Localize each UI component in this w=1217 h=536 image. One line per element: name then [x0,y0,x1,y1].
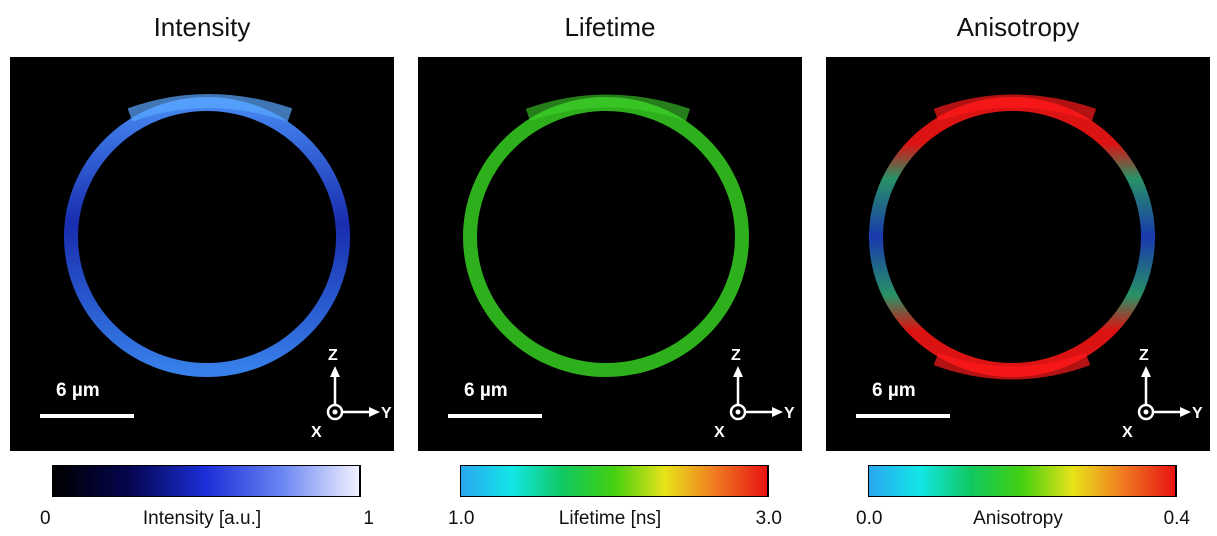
x-axis-label: X [1122,424,1133,441]
lifetime-image: Z Y X 6 µm [418,57,802,451]
scale-bar [448,414,542,418]
intensity-image: Z Y X 6 µm [10,57,394,451]
lifetime-colorbar [460,465,769,497]
panel-title: Intensity [153,12,251,42]
x-axis-label: X [311,424,322,441]
membrane-ring [869,97,1155,377]
colorbar-title: Intensity [a.u.] [142,508,262,529]
colorbar-min: 0 [40,508,51,529]
z-axis-label: Z [1139,347,1149,364]
scale-bar-label: 6 µm [56,380,100,401]
colorbar-title: Anisotropy [973,508,1063,529]
colorbar-title: Lifetime [ns] [558,508,662,529]
anisotropy-colorbar [868,465,1177,497]
scale-bar [856,414,950,418]
membrane-ring [64,97,350,377]
intensity-panel: Intensity [10,0,394,536]
colorbar-labels: 0 Intensity [a.u.] 1 [10,508,394,532]
colorbar-max: 0.4 [1163,508,1190,529]
scale-bar-label: 6 µm [872,380,916,401]
colorbar-labels: 1.0 Lifetime [ns] 3.0 [418,508,802,532]
colorbar-min: 0.0 [856,508,883,529]
scale-bar [40,414,134,418]
colorbar-max: 1 [363,508,374,529]
colorbar-min: 1.0 [448,508,475,529]
axis-indicator [729,366,783,421]
anisotropy-image: Z Y X 6 µm [826,57,1210,451]
lifetime-panel: Lifetime Z Y X 6 µm 1 [418,0,802,536]
y-axis-label: Y [784,405,795,422]
z-axis-label: Z [328,347,338,364]
y-axis-label: Y [381,405,392,422]
x-axis-label: X [714,424,725,441]
axis-indicator [326,366,380,421]
panel-title: Anisotropy [956,12,1080,42]
z-axis-label: Z [731,347,741,364]
scale-bar-label: 6 µm [464,380,508,401]
membrane-ring [463,97,749,377]
intensity-colorbar [52,465,361,497]
panel-title: Lifetime [564,12,656,42]
anisotropy-panel: Anisotropy [826,0,1210,536]
colorbar-max: 3.0 [755,508,782,529]
colorbar-labels: 0.0 Anisotropy 0.4 [826,508,1210,532]
y-axis-label: Y [1192,405,1203,422]
axis-indicator [1137,366,1191,421]
